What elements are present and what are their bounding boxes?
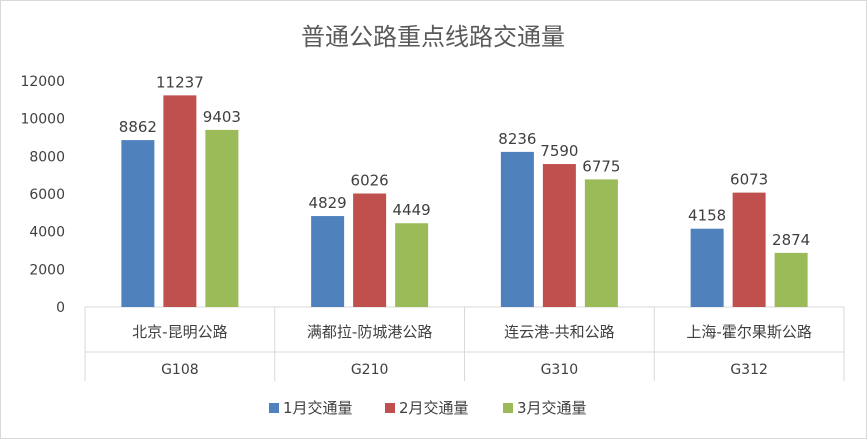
category-code-label: G210 [351, 362, 389, 378]
data-label: 11237 [156, 73, 204, 91]
category-label: 连云港-共和公路 [504, 323, 614, 341]
bar [311, 216, 345, 307]
bar [500, 151, 534, 307]
legend-label: 2月交通量 [399, 399, 469, 417]
data-label: 8236 [498, 130, 536, 148]
y-tick-label: 0 [56, 300, 65, 316]
bar [774, 252, 808, 307]
legend-label: 1月交通量 [283, 399, 353, 417]
y-tick-label: 4000 [29, 225, 65, 241]
legend-swatch [503, 403, 513, 413]
bar [353, 193, 387, 307]
bar [395, 223, 429, 307]
y-tick-label: 2000 [29, 262, 65, 278]
data-label: 4449 [393, 201, 431, 219]
data-label: 9403 [203, 108, 241, 126]
legend-swatch [269, 403, 279, 413]
data-label: 4829 [309, 194, 347, 212]
bar [584, 179, 618, 307]
bar [732, 192, 766, 307]
category-label: 满都拉-防城港公路 [307, 323, 432, 341]
data-label: 4158 [688, 207, 726, 225]
y-tick-label: 12000 [20, 74, 65, 90]
data-label: 6073 [730, 171, 768, 189]
y-tick-label: 8000 [29, 149, 65, 165]
category-label: 上海-霍尔果斯公路 [686, 323, 811, 341]
y-tick-label: 6000 [29, 187, 65, 203]
data-label: 2874 [772, 231, 810, 249]
bar [121, 140, 155, 307]
category-label: 北京-昆明公路 [132, 323, 227, 341]
legend-swatch [385, 403, 395, 413]
category-code-label: G312 [730, 362, 768, 378]
chart-title: 普通公路重点线路交通量 [301, 23, 565, 51]
bars [121, 95, 808, 307]
data-label: 8862 [119, 118, 157, 136]
legend: 1月交通量 2月交通量 3月交通量 [269, 399, 587, 417]
data-labels: 8862 4829 8236 4158 11237 6026 7590 6073 9403 444… [119, 73, 810, 249]
bar [205, 129, 239, 307]
category-code-label: G108 [161, 362, 199, 378]
data-label: 7590 [540, 142, 578, 160]
data-label: 6026 [351, 172, 389, 190]
legend-label: 3月交通量 [517, 399, 587, 417]
data-label: 6775 [582, 157, 620, 175]
bar [163, 95, 197, 307]
bar [690, 228, 724, 307]
y-tick-label: 10000 [20, 112, 65, 128]
bar [542, 164, 576, 307]
category-code-label: G310 [541, 362, 579, 378]
